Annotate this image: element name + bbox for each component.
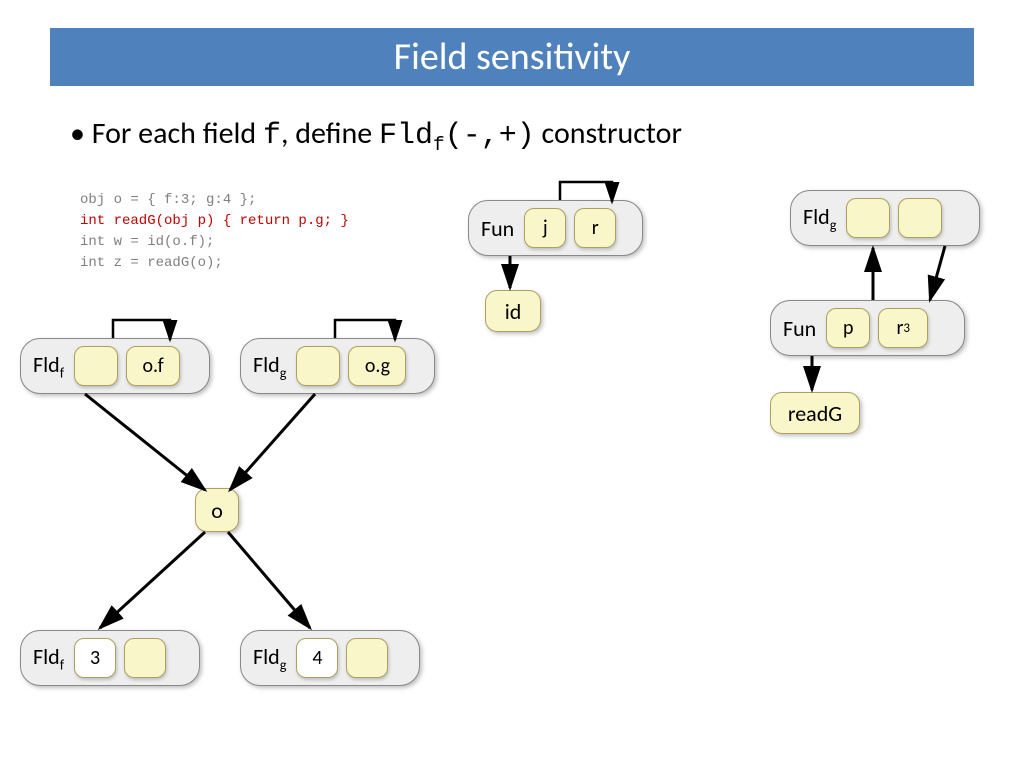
slot-empty: [296, 346, 340, 386]
node-id: id: [485, 290, 541, 332]
cap-fun-top: Fun j r: [468, 200, 643, 256]
cap-fun-right: Fun p r3: [770, 300, 965, 356]
cap-fldg-bot: Fldg 4: [240, 630, 420, 686]
slot-empty: [898, 198, 942, 238]
slot-r3: r3: [878, 308, 928, 348]
title-bar: Field sensitivity: [50, 28, 974, 86]
slot-3: 3: [74, 638, 116, 678]
slot-og: o.g: [348, 346, 406, 386]
cap-fldg-top: Fldg o.g: [240, 338, 435, 394]
slot-empty: [346, 638, 388, 678]
code-block: obj o = { f:3; g:4 }; int readG(obj p) {…: [80, 190, 349, 274]
slot-4: 4: [296, 638, 338, 678]
slot-r: r: [574, 208, 616, 248]
slot-empty: [74, 346, 118, 386]
cap-fldf-bot: Fldf 3: [20, 630, 200, 686]
title-text: Field sensitivity: [394, 34, 631, 80]
slot-j: j: [524, 208, 566, 248]
slot-empty: [846, 198, 890, 238]
node-readG: readG: [770, 392, 860, 434]
bullet-line: For each field f, define Fldf(-,+) const…: [70, 115, 682, 156]
slot-empty: [124, 638, 166, 678]
cap-fldg-right: Fldg: [790, 190, 980, 246]
slot-of: o.f: [126, 346, 180, 386]
slot-p: p: [826, 308, 870, 348]
node-o: o: [195, 488, 239, 532]
cap-fldf-top: Fldf o.f: [20, 338, 210, 394]
